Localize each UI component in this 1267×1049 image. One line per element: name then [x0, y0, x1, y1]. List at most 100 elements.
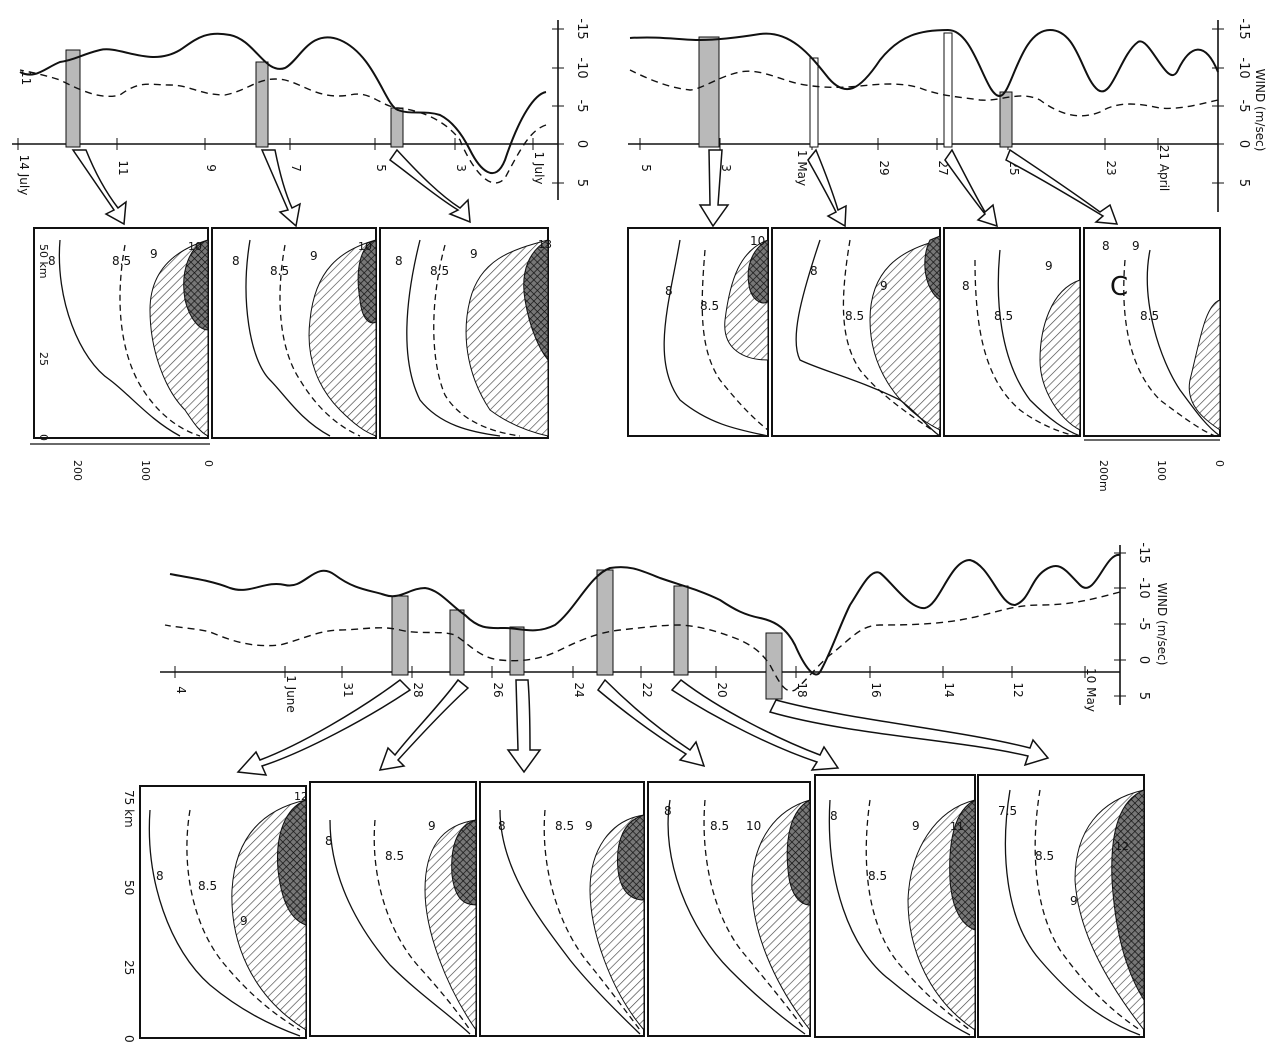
date-tick-label: 11 [116, 160, 130, 175]
isotherm-label: 9 [150, 247, 158, 261]
isotherm-label: 8.5 [555, 819, 574, 833]
depth-tick-label: 100 [1155, 460, 1168, 481]
event-bar [943, 32, 953, 148]
event-bar [509, 626, 525, 676]
date-tick-label: 9 [204, 164, 218, 172]
isotherm-label: 9 [880, 279, 888, 293]
event-bar [449, 609, 465, 676]
date-ticks: 1 July 3 5 7 9 11 14 July [17, 138, 546, 195]
depth-tick-label: 200 [71, 460, 84, 481]
isotherm-label: 13 [538, 238, 552, 251]
isotherm-label: C [1110, 272, 1128, 302]
wind-tick-label: -15 [1136, 542, 1151, 563]
isotherm-label: 10 [746, 819, 761, 833]
depth-tick-label: 200m [1097, 460, 1110, 492]
isotherm-label: 9 [1045, 259, 1053, 273]
isotherm-label: 10 [188, 240, 202, 253]
isotherm-label: 8 [1102, 239, 1110, 253]
section-box: 8 8.5 9 10 [33, 227, 209, 439]
arrow-icon [236, 678, 1050, 776]
distance-tick-label: 0 [37, 434, 50, 441]
isotherm-label: 8.5 [710, 819, 729, 833]
panel-april-may: -15 -10 -5 0 5 WIND (m/sec) 21 April 23 … [627, 18, 1267, 492]
wind-tick-label: -10 [574, 57, 589, 78]
isotherm-label: 8 [325, 834, 333, 848]
date-tick-label: 12 [1011, 682, 1025, 697]
wind-tick-label: -15 [574, 18, 589, 39]
section-box: 8 8.5 10 [647, 781, 811, 1037]
event-bar [809, 57, 819, 148]
isotherm-label: 8 [232, 254, 240, 268]
wind-dashed-series [164, 591, 1121, 692]
event-bar [390, 107, 404, 148]
wind-solid-series [169, 553, 1121, 676]
event-bar [999, 91, 1013, 148]
date-tick-label: 10 May [1084, 668, 1098, 712]
isotherm-label: 8 [498, 819, 506, 833]
date-tick-label: 1 July [532, 151, 546, 184]
wind-tick-label: -5 [574, 100, 589, 113]
wind-tick-label: -5 [1136, 618, 1151, 631]
panel-july: -15 -10 -5 0 5 1 July 3 5 7 9 11 14 July [12, 18, 589, 481]
wind-dashed-series [629, 69, 1219, 117]
isotherm-label: 11 [950, 820, 964, 833]
section-box: 8 8.5 9 [309, 781, 477, 1037]
isotherm-label: 9 [1132, 239, 1140, 253]
wind-solid-series [629, 28, 1219, 98]
isotherm-label: 8 [395, 254, 403, 268]
panel-may-june: -15 -10 -5 0 5 WIND (m/sec) 10 May 12 14 [122, 542, 1169, 1042]
date-tick-label: 26 [491, 682, 505, 697]
wind-ticks: -15 -10 -5 0 5 WIND (m/sec) [1114, 542, 1169, 700]
wind-tick-label: 5 [1136, 692, 1151, 700]
date-tick-label: 5 [374, 164, 388, 172]
depth-tick-label: 0 [202, 460, 215, 467]
isotherm-label: 9 [912, 819, 920, 833]
distance-tick-label: 75 km [122, 790, 136, 828]
date-tick-label: 21 April [1157, 145, 1171, 192]
date-tick-label: 14 [942, 682, 956, 697]
isotherm-label: 8.5 [1140, 309, 1159, 323]
distance-tick-label: 0 [122, 1035, 136, 1043]
date-tick-label: 14 July [17, 155, 31, 196]
isotherm-label: 9 [1070, 894, 1078, 908]
isotherm-label: 8 [830, 809, 838, 823]
section-box: 8 8.5 9 12 [139, 785, 308, 1039]
date-tick-label: 31 [341, 682, 355, 697]
isotherm-label: 8 [810, 264, 818, 278]
wind-tick-label: -15 [1236, 18, 1251, 39]
wind-axis-title: WIND (m/sec) [1155, 583, 1169, 666]
distance-tick-label: 50 [122, 880, 136, 895]
wind-tick-label: -5 [1236, 100, 1251, 113]
date-ticks: 10 May 12 14 16 18 20 22 24 26 28 31 1 J… [174, 666, 1098, 713]
event-bar [765, 632, 783, 700]
isotherm-label: 9 [585, 819, 593, 833]
wind-axis-title: WIND (m/sec) [1253, 69, 1267, 152]
isotherm-label: 8.5 [868, 869, 887, 883]
wind-tick-label: 5 [1236, 179, 1251, 187]
date-tick-label: 3 [454, 164, 468, 172]
distance-tick-label: 25 [122, 960, 136, 975]
isotherm-label: 12 [1115, 840, 1129, 853]
date-tick-label: 29 [877, 160, 891, 175]
date-tick-label: 28 [411, 682, 425, 697]
wind-dashed-series [19, 69, 547, 184]
isotherm-label: 8.5 [270, 264, 289, 278]
wind-tick-label: 0 [574, 140, 589, 148]
event-bar [255, 61, 269, 148]
isotherm-label: 12 [294, 790, 308, 803]
isotherm-label: 8 [962, 279, 970, 293]
depth-tick-label: 100 [139, 460, 152, 481]
isotherm-label: 9 [470, 247, 478, 261]
section-box: 7.5 8.5 9 12 [977, 774, 1145, 1038]
arrow-icon [698, 148, 1119, 228]
section-box: 8 8.5 9 [771, 227, 941, 437]
isotherm-label: 9 [240, 914, 248, 928]
date-tick-label: 23 [1104, 160, 1118, 175]
event-bar [673, 585, 689, 676]
isotherm-label: 8.5 [385, 849, 404, 863]
date-tick-label: 22 [640, 682, 654, 697]
date-tick-label: 7 [289, 164, 303, 172]
isotherm-label: 9 [428, 819, 436, 833]
isotherm-label: 8 [664, 804, 672, 818]
